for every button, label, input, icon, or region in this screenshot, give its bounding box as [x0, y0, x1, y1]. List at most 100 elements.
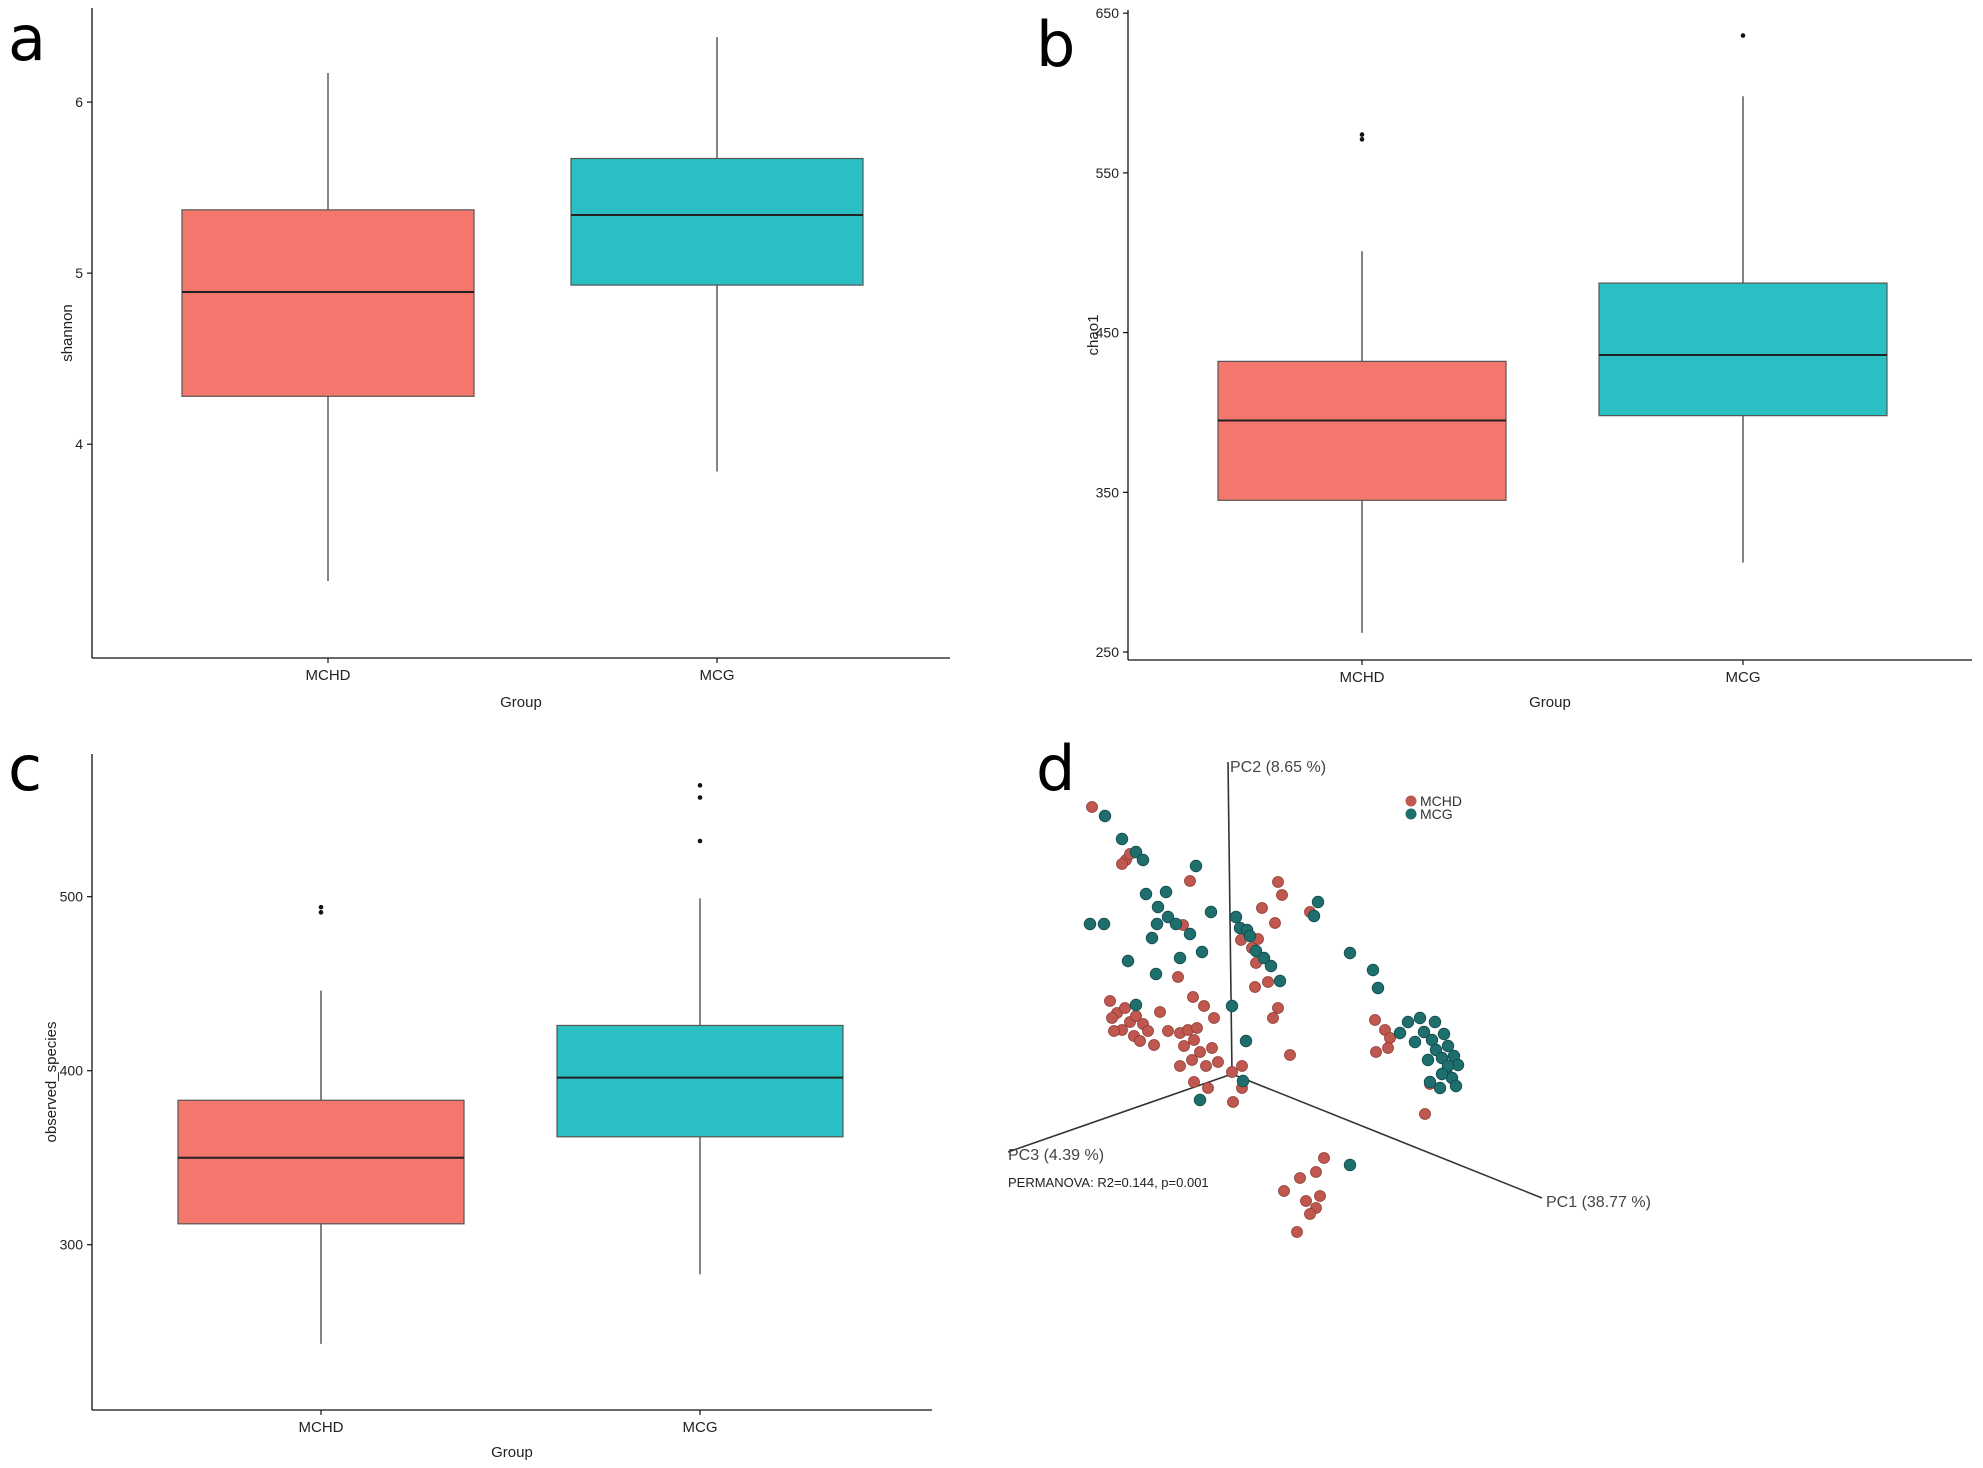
point-mcg	[1151, 900, 1165, 914]
y-tick-label: 5	[75, 265, 83, 281]
point-mcg	[1173, 951, 1187, 965]
point-mchd	[1382, 1042, 1394, 1054]
point-mchd	[1188, 1034, 1200, 1046]
box-mcg	[1598, 33, 1888, 563]
point-mcg	[1423, 1075, 1437, 1089]
y-tick-label: 450	[1096, 325, 1120, 341]
point-mchd	[1208, 1012, 1220, 1024]
point-mcg	[1121, 954, 1135, 968]
point-mchd	[1314, 1190, 1326, 1202]
point-mcg	[1449, 1079, 1463, 1093]
y-tick-label: 6	[75, 94, 83, 110]
point-mcg	[1408, 1035, 1422, 1049]
x-tick-label: MCHD	[299, 1419, 344, 1436]
chao1-boxplot: 250 350 450 550 650 MCHD MCG Group chao1	[1085, 5, 1972, 711]
point-mcg	[1236, 1074, 1250, 1088]
point-mchd	[1116, 858, 1128, 870]
point-mcg	[1249, 944, 1263, 958]
point-mchd	[1304, 1208, 1316, 1220]
y-tick-label: 4	[75, 436, 83, 452]
shannon-boxplot: 4 5 6 MCHD MCG Group shannon	[59, 8, 950, 711]
box-mchd	[177, 904, 465, 1344]
point-mchd	[1212, 1056, 1224, 1068]
legend-label-mcg: MCG	[1420, 806, 1453, 822]
point-mcg	[1264, 959, 1278, 973]
point-mchd	[1184, 875, 1196, 887]
y-tick-label: 650	[1096, 5, 1120, 21]
y-tick-label: 550	[1096, 165, 1120, 181]
point-mchd	[1104, 995, 1116, 1007]
point-mchd	[1272, 876, 1284, 888]
series-mchd-points	[1086, 801, 1436, 1238]
panel-d: d PC2 (8.65 %) PC3 (4.39 %) PC1 (38.77 %) P…	[1000, 738, 1983, 1468]
point-mchd	[1370, 1046, 1382, 1058]
point-mcg	[1371, 981, 1385, 995]
outlier-point	[318, 910, 324, 915]
y-tick-label: 350	[1096, 484, 1120, 500]
point-mcg	[1083, 917, 1097, 931]
point-mchd	[1188, 1076, 1200, 1088]
iqr-box	[1217, 360, 1507, 501]
point-mcg	[1204, 905, 1218, 919]
panel-letter-b: b	[1036, 8, 1076, 81]
point-mcg	[1441, 1039, 1455, 1053]
iqr-box	[181, 209, 475, 397]
point-mcg	[1366, 963, 1380, 977]
iqr-box	[177, 1099, 465, 1225]
point-mchd	[1369, 1014, 1381, 1026]
outlier-point	[318, 904, 324, 910]
point-mcg	[1183, 927, 1197, 941]
point-mchd	[1278, 1185, 1290, 1197]
point-mcg	[1139, 887, 1153, 901]
point-mcg	[1428, 1015, 1442, 1029]
x-axis-title: Group	[491, 1444, 533, 1461]
point-mchd	[1294, 1172, 1306, 1184]
point-mcg	[1145, 931, 1159, 945]
point-mchd	[1142, 1025, 1154, 1037]
point-mchd	[1154, 1006, 1166, 1018]
pc1-axis	[1231, 1073, 1543, 1199]
point-mcg	[1225, 999, 1239, 1013]
y-tick-label: 400	[60, 1063, 84, 1079]
point-mchd	[1269, 917, 1281, 929]
iqr-box	[1598, 282, 1888, 417]
x-tick-label: MCG	[683, 1419, 718, 1436]
y-tick-label: 250	[1096, 644, 1120, 660]
y-tick-label: 500	[60, 889, 84, 905]
legend-marker-mchd	[1405, 795, 1417, 807]
panel-letter-a: a	[8, 2, 46, 75]
point-mchd	[1226, 1066, 1238, 1078]
y-axis-title: chao1	[1085, 315, 1102, 356]
pc2-axis-label: PC2 (8.65 %)	[1230, 759, 1326, 776]
iqr-box	[556, 1024, 844, 1138]
point-mcg	[1193, 1093, 1207, 1107]
panel-a: a 4 5 6 MCHD MCG Group shannon	[0, 0, 990, 730]
x-axis-title: Group	[500, 694, 542, 711]
outlier-point	[697, 838, 703, 844]
point-mcg	[1273, 974, 1287, 988]
point-mcg	[1311, 895, 1325, 909]
point-mcg	[1343, 1158, 1357, 1172]
point-mchd	[1194, 1046, 1206, 1058]
point-mchd	[1291, 1226, 1303, 1238]
point-mchd	[1300, 1195, 1312, 1207]
point-mchd	[1272, 1002, 1284, 1014]
pc3-axis-label: PC3 (4.39 %)	[1008, 1147, 1104, 1164]
point-mcg	[1159, 885, 1173, 899]
outlier-point	[1740, 33, 1746, 38]
point-mcg	[1129, 845, 1143, 859]
point-mcg	[1195, 945, 1209, 959]
point-mchd	[1162, 1025, 1174, 1037]
point-mchd	[1256, 902, 1268, 914]
point-mcg	[1307, 909, 1321, 923]
point-mchd	[1108, 1025, 1120, 1037]
point-mcg	[1115, 832, 1129, 846]
point-mcg	[1343, 946, 1357, 960]
x-axis-title: Group	[1529, 694, 1571, 711]
point-mchd	[1419, 1108, 1431, 1120]
point-mchd	[1276, 889, 1288, 901]
point-mcg	[1413, 1011, 1427, 1025]
point-mchd	[1086, 801, 1098, 813]
point-mchd	[1249, 981, 1261, 993]
point-mchd	[1262, 976, 1274, 988]
